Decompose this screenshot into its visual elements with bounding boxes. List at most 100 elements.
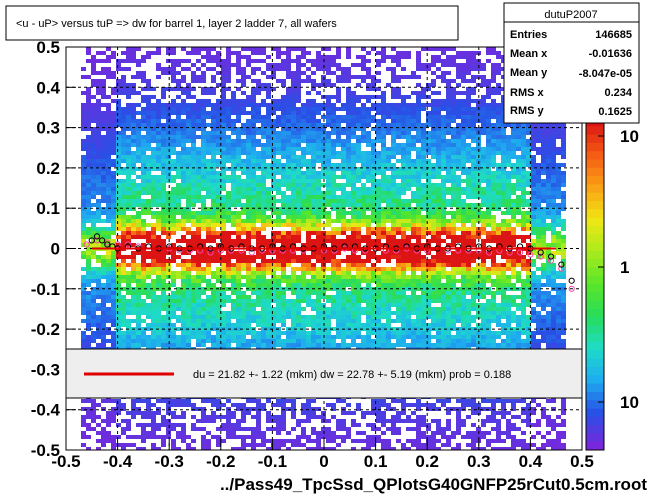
heatmap-cell: [381, 299, 386, 303]
heatmap-cell: [211, 259, 216, 263]
heatmap-cell: [206, 299, 211, 303]
heatmap-cell: [326, 211, 331, 215]
heatmap-cell: [266, 111, 271, 115]
heatmap-cell: [471, 159, 476, 163]
heatmap-cell: [151, 103, 156, 107]
heatmap-cell: [531, 191, 536, 195]
heatmap-cell: [446, 59, 451, 63]
heatmap-cell: [476, 271, 481, 275]
heatmap-cell: [296, 223, 301, 227]
heatmap-cell: [356, 187, 361, 191]
heatmap-cell: [196, 271, 201, 275]
heatmap-cell: [411, 103, 416, 107]
heatmap-cell: [456, 115, 461, 119]
heatmap-cell: [281, 223, 286, 227]
heatmap-cell: [171, 151, 176, 155]
heatmap-cell: [486, 207, 491, 211]
heatmap-cell: [261, 183, 266, 187]
heatmap-cell: [446, 235, 451, 239]
heatmap-cell: [311, 135, 316, 139]
heatmap-cell: [281, 127, 286, 131]
heatmap-cell: [171, 87, 176, 91]
heatmap-cell: [206, 111, 211, 115]
heatmap-cell: [161, 211, 166, 215]
heatmap-cell: [286, 175, 291, 179]
heatmap-cell: [131, 199, 136, 203]
heatmap-cell: [316, 151, 321, 155]
heatmap-cell: [436, 91, 441, 95]
heatmap-cell: [96, 167, 101, 171]
heatmap-cell: [381, 175, 386, 179]
heatmap-cell: [101, 171, 106, 175]
heatmap-cell: [506, 135, 511, 139]
heatmap-cell: [196, 171, 201, 175]
heatmap-cell: [291, 179, 296, 183]
heatmap-cell: [301, 227, 306, 231]
heatmap-cell: [106, 171, 111, 175]
heatmap-cell: [231, 223, 236, 227]
heatmap-cell: [106, 71, 111, 75]
heatmap-cell: [366, 223, 371, 227]
heatmap-cell: [546, 127, 551, 131]
heatmap-cell: [126, 195, 131, 199]
heatmap-cell: [126, 191, 131, 195]
heatmap-cell: [316, 267, 321, 271]
heatmap-cell: [341, 175, 346, 179]
heatmap-cell: [96, 159, 101, 163]
heatmap-cell: [256, 191, 261, 195]
heatmap-cell: [161, 275, 166, 279]
heatmap-cell: [386, 215, 391, 219]
heatmap-cell: [551, 239, 556, 243]
heatmap-cell: [436, 59, 441, 63]
heatmap-cell: [516, 295, 521, 299]
heatmap-cell: [461, 155, 466, 159]
heatmap-cell: [81, 163, 86, 167]
heatmap-cell: [496, 263, 501, 267]
heatmap-cell: [271, 171, 276, 175]
heatmap-cell: [91, 231, 96, 235]
heatmap-cell: [226, 231, 231, 235]
heatmap-cell: [196, 259, 201, 263]
heatmap-cell: [506, 235, 511, 239]
heatmap-cell: [521, 215, 526, 219]
heatmap-cell: [456, 99, 461, 103]
heatmap-cell: [351, 263, 356, 267]
heatmap-cell: [396, 279, 401, 283]
heatmap-cell: [336, 227, 341, 231]
heatmap-cell: [171, 271, 176, 275]
heatmap-cell: [506, 163, 511, 167]
heatmap-cell: [501, 143, 506, 147]
heatmap-cell: [231, 51, 236, 55]
heatmap-cell: [476, 295, 481, 299]
heatmap-cell: [416, 219, 421, 223]
heatmap-cell: [441, 231, 446, 235]
heatmap-cell: [176, 159, 181, 163]
heatmap-cell: [256, 207, 261, 211]
heatmap-cell: [221, 123, 226, 127]
heatmap-cell: [231, 231, 236, 235]
heatmap-cell: [446, 179, 451, 183]
heatmap-cell: [196, 135, 201, 139]
heatmap-cell: [371, 151, 376, 155]
heatmap-cell: [446, 103, 451, 107]
heatmap-cell: [251, 111, 256, 115]
heatmap-cell: [241, 83, 246, 87]
heatmap-cell: [406, 275, 411, 279]
heatmap-cell: [441, 263, 446, 267]
heatmap-cell: [81, 143, 86, 147]
heatmap-cell: [416, 111, 421, 115]
heatmap-cell: [346, 219, 351, 223]
heatmap-cell: [351, 239, 356, 243]
heatmap-cell: [261, 131, 266, 135]
heatmap-cell: [266, 279, 271, 283]
heatmap-cell: [391, 231, 396, 235]
heatmap-cell: [251, 103, 256, 107]
heatmap-cell: [276, 179, 281, 183]
heatmap-cell: [491, 123, 496, 127]
heatmap-cell: [256, 83, 261, 87]
heatmap-cell: [346, 283, 351, 287]
heatmap-cell: [401, 263, 406, 267]
heatmap-cell: [311, 123, 316, 127]
heatmap-cell: [81, 171, 86, 175]
heatmap-cell: [396, 231, 401, 235]
